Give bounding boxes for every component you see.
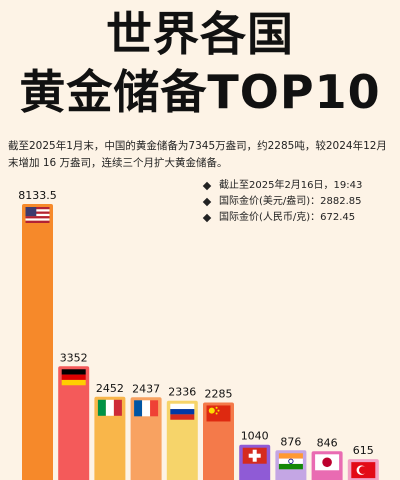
info-date-text: 截止至2025年2月16日，19:43 <box>219 180 363 191</box>
france-flag-icon <box>134 400 159 417</box>
bar-value-label: 8133.5 <box>18 189 57 202</box>
bar <box>22 204 53 480</box>
india-flag-icon <box>278 453 303 470</box>
bar-value-label: 1040 <box>241 430 269 443</box>
russia-flag-icon <box>170 403 195 420</box>
bar-value-label: 2452 <box>96 382 124 395</box>
turkey-flag-icon <box>351 462 376 479</box>
bar-value-label: 615 <box>353 444 374 457</box>
bar <box>94 396 126 480</box>
us-flag-icon <box>25 207 50 223</box>
japan-flag-icon <box>315 454 340 471</box>
page-title-line2: 黄金储备TOP10 <box>19 65 381 119</box>
switzerland-flag-icon <box>242 447 267 464</box>
bar <box>58 366 90 480</box>
info-item-cny-price: 国际金价(人民币/克)：672.45 <box>202 210 400 226</box>
bar-value-label: 3352 <box>60 351 88 364</box>
bar-value-label: 2285 <box>205 387 233 400</box>
bar-value-label: 876 <box>280 435 301 448</box>
info-cny-price-text: 国际金价(人民币/克)：672.45 <box>219 212 356 223</box>
subtitle-text: 截至2025年1月末，中国的黄金储备为7345万盎司，约2285吨，较2024年… <box>8 140 387 169</box>
info-item-date: 截止至2025年2月16日，19:43 <box>202 178 400 194</box>
bar-value-label: 846 <box>317 436 338 449</box>
bar-value-label: 2437 <box>132 382 160 395</box>
china-flag-icon <box>206 405 231 422</box>
bar <box>203 402 234 480</box>
info-item-usd-price: 国际金价(美元/盎司)：2882.85 <box>202 194 400 210</box>
bar-value-label: 2336 <box>168 386 196 399</box>
germany-flag-icon <box>61 369 86 386</box>
info-list: 截止至2025年2月16日，19:43 国际金价(美元/盎司)：2882.85 … <box>202 178 400 226</box>
italy-flag-icon <box>97 399 122 416</box>
bar <box>130 397 162 480</box>
bar <box>166 400 198 480</box>
page-title-line1: 世界各国 <box>106 7 294 61</box>
info-usd-price-text: 国际金价(美元/盎司)：2882.85 <box>219 196 362 207</box>
